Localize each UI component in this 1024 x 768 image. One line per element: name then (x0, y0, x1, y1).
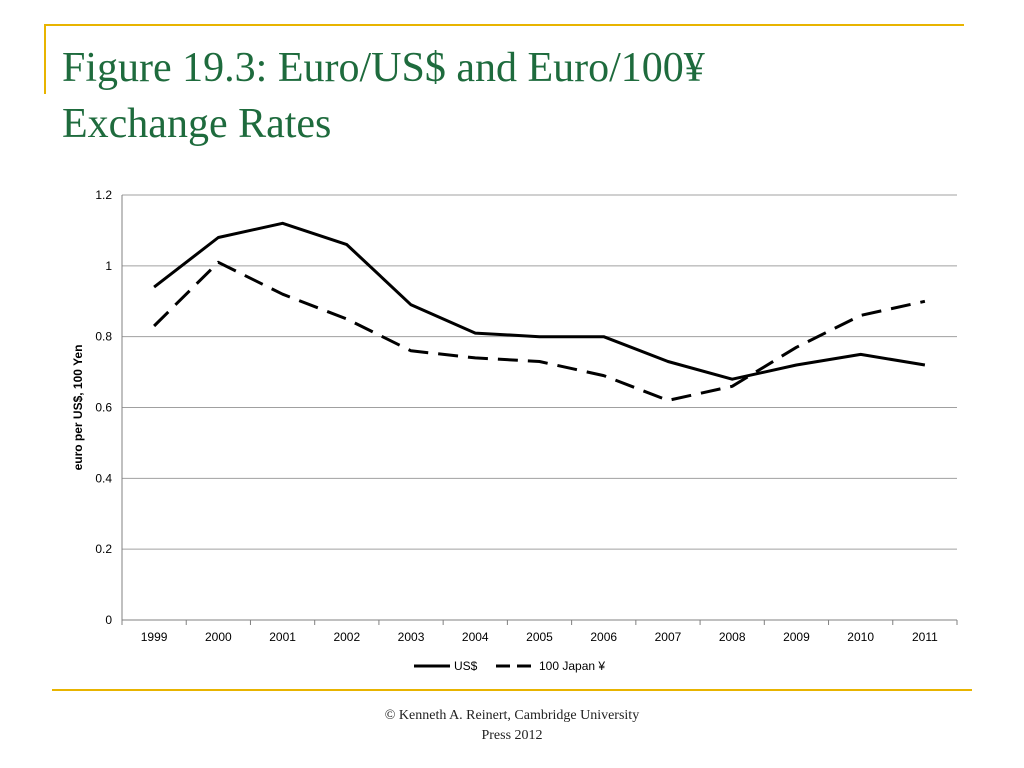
x-tick-label: 2005 (526, 630, 553, 644)
y-axis-title: euro per US$, 100 Yen (71, 345, 85, 471)
accent-rule-bottom (52, 689, 972, 691)
legend-label-yen: 100 Japan ¥ (539, 659, 605, 673)
slide-title: Figure 19.3: Euro/US$ and Euro/100¥ Exch… (62, 40, 962, 152)
x-tick-label: 2008 (719, 630, 746, 644)
footer-line-1: © Kenneth A. Reinert, Cambridge Universi… (384, 708, 640, 723)
x-tick-label: 1999 (141, 630, 168, 644)
slide-title-line-2: Exchange Rates (62, 101, 332, 147)
chart-legend: US$ 100 Japan ¥ (414, 659, 605, 673)
y-tick-label: 0 (105, 613, 112, 627)
copyright-footer: © Kenneth A. Reinert, Cambridge Universi… (312, 706, 712, 746)
slide-title-line-1: Figure 19.3: Euro/US$ and Euro/100¥ (62, 45, 705, 91)
x-tick-label: 2011 (912, 630, 938, 644)
x-tick-label: 2010 (847, 630, 874, 644)
exchange-rate-line-chart: 0 0.2 0.4 0.6 0.8 1 1.2 1999 2000 2001 2002 2003 200… (71, 188, 958, 673)
x-tick-label: 2003 (398, 630, 425, 644)
x-tick-label: 2001 (269, 630, 296, 644)
y-tick-label: 1.2 (95, 188, 112, 202)
x-tick-label: 2004 (462, 630, 489, 644)
series-line-yen (153, 260, 926, 402)
y-tick-label: 1 (105, 259, 112, 273)
x-tick-label: 2007 (655, 630, 682, 644)
series-line-usd (153, 221, 926, 381)
legend-label-usd: US$ (454, 659, 478, 673)
x-tick-label: 2009 (783, 630, 810, 644)
accent-rule-left (44, 24, 46, 94)
x-tick-label: 2002 (333, 630, 360, 644)
y-tick-label: 0.4 (95, 471, 112, 485)
y-tick-label: 0.6 (95, 401, 112, 415)
y-tick-label: 0.2 (95, 542, 112, 556)
x-tick-label: 2006 (590, 630, 617, 644)
x-tick-label: 2000 (205, 630, 232, 644)
y-tick-label: 0.8 (95, 330, 112, 344)
footer-line-2: Press 2012 (481, 728, 543, 743)
accent-rule-top (44, 24, 964, 26)
